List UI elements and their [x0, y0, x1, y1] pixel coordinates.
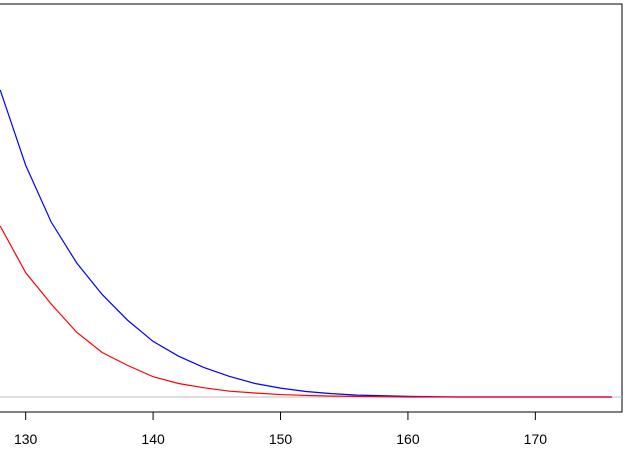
x-tick-label: 170 [524, 431, 548, 447]
plot-frame [0, 3, 623, 413]
x-tick-label: 160 [396, 431, 420, 447]
x-axis: 130 140 150 160 170 [14, 412, 547, 447]
x-tick-label: 150 [269, 431, 293, 447]
series-layer [0, 89, 612, 398]
series-line-2 [0, 225, 612, 398]
x-tick-label: 140 [141, 431, 165, 447]
x-tick-label: 130 [14, 431, 38, 447]
